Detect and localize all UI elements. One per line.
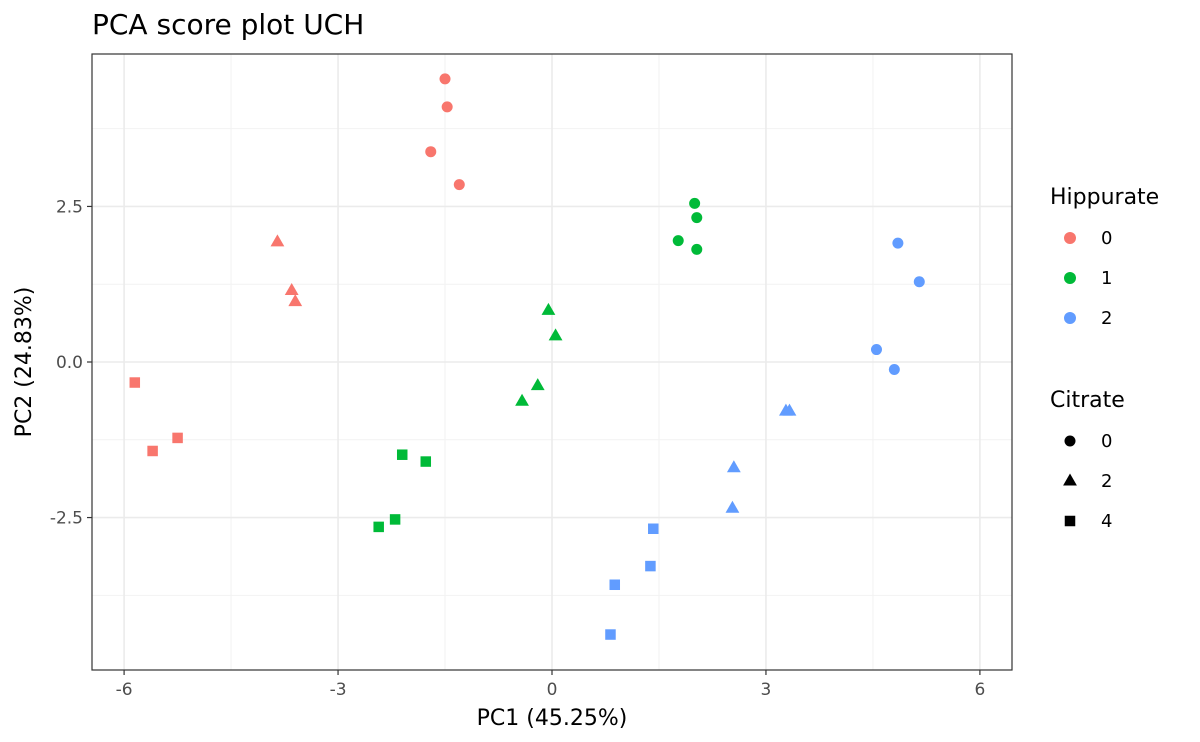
y-axis-label: PC2 (24.83%) — [12, 287, 37, 438]
data-point-27 — [782, 403, 797, 416]
legend-hippurate-key-0 — [1064, 232, 1076, 244]
y-tick-label-1: 0.0 — [56, 353, 83, 373]
legend-citrate-label-0: 0 — [1101, 431, 1112, 452]
legend-hippurate-key-1 — [1064, 272, 1076, 284]
x-tick-label-4: 6 — [974, 680, 985, 700]
legend-citrate-key-0 — [1064, 435, 1076, 447]
data-point-32 — [609, 579, 621, 591]
chart-title: PCA score plot UCH — [92, 8, 364, 41]
data-point-9 — [147, 445, 158, 457]
data-point-0 — [439, 73, 451, 85]
data-point-31 — [645, 560, 656, 572]
data-point-28 — [726, 460, 741, 473]
x-tick-label-1: -3 — [330, 680, 347, 700]
legend-citrate-label-2: 2 — [1101, 471, 1112, 492]
data-point-13 — [691, 243, 703, 255]
legend-citrate-label-4: 4 — [1101, 511, 1112, 532]
legend-citrate-key-2 — [1063, 473, 1077, 486]
legend: Hippurate Citrate 0 1 2 0 2 4 — [1050, 185, 1159, 532]
x-tick-label-3: 3 — [761, 680, 772, 700]
legend-hippurate-key-2 — [1064, 312, 1076, 324]
data-point-3 — [453, 179, 465, 191]
data-point-10 — [689, 197, 701, 209]
data-point-2 — [425, 146, 437, 158]
data-point-21 — [373, 521, 384, 533]
data-point-29 — [725, 500, 740, 513]
data-point-24 — [870, 344, 882, 356]
data-point-6 — [288, 294, 303, 307]
data-point-17 — [515, 393, 529, 406]
data-point-11 — [691, 212, 703, 224]
data-point-30 — [648, 523, 659, 535]
legend-citrate-key-4 — [1064, 515, 1076, 527]
data-point-22 — [892, 237, 904, 249]
x-tick-label-0: -6 — [116, 680, 133, 700]
y-tick-label-2: 2.5 — [56, 197, 83, 217]
x-tick-label-2: 0 — [547, 680, 558, 700]
legend-hippurate-label-1: 1 — [1101, 268, 1112, 289]
axes: -6 -3 0 3 6 -2.5 0.0 2.5 — [50, 197, 985, 700]
data-point-14 — [541, 302, 556, 315]
data-points — [129, 73, 925, 640]
data-point-5 — [284, 282, 299, 295]
data-point-16 — [530, 378, 545, 391]
data-point-33 — [605, 629, 616, 640]
data-point-23 — [913, 276, 925, 288]
legend-title-citrate: Citrate — [1050, 388, 1125, 413]
data-point-20 — [389, 514, 401, 525]
data-point-7 — [129, 377, 141, 388]
data-point-19 — [420, 456, 432, 467]
data-point-18 — [396, 449, 408, 460]
y-tick-label-0: -2.5 — [50, 509, 83, 529]
data-point-25 — [888, 363, 900, 375]
data-point-8 — [172, 432, 183, 444]
data-point-12 — [672, 235, 684, 247]
legend-title-hippurate: Hippurate — [1050, 185, 1159, 210]
legend-hippurate-label-0: 0 — [1101, 228, 1112, 249]
data-point-4 — [270, 234, 285, 247]
x-axis-label: PC1 (45.25%) — [477, 706, 628, 731]
data-point-1 — [441, 101, 453, 113]
legend-hippurate-label-2: 2 — [1101, 308, 1112, 329]
data-point-15 — [548, 328, 563, 341]
grid — [92, 54, 1012, 670]
